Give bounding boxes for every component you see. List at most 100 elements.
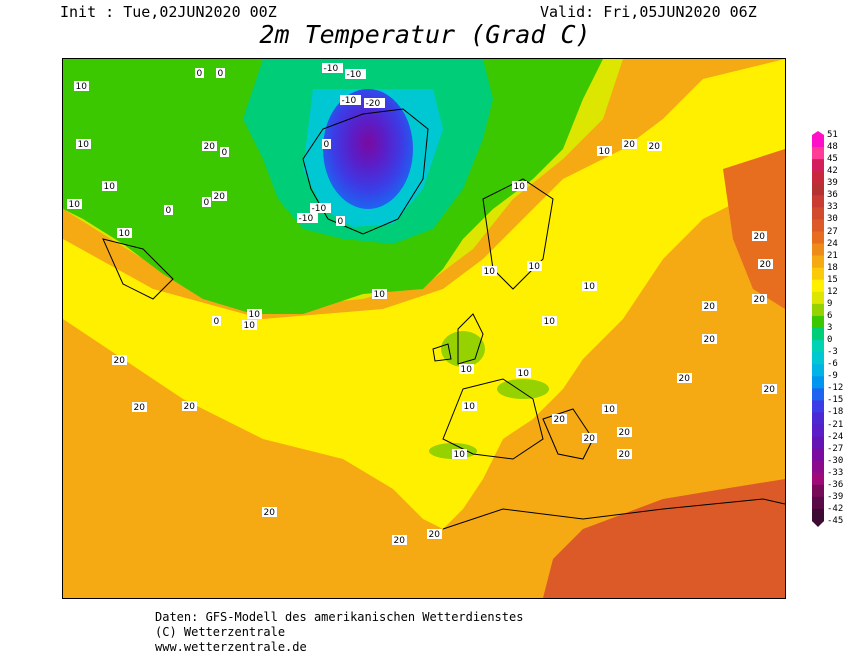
contour-label: 20 xyxy=(214,192,226,202)
contour-label: 0 xyxy=(324,140,330,150)
legend-swatch xyxy=(812,340,824,353)
contour-label-bg xyxy=(617,427,632,437)
contour-label-bg xyxy=(212,191,227,201)
contour-label-bg xyxy=(758,259,773,269)
contour-label-bg xyxy=(202,141,217,151)
legend-tick: -30 xyxy=(827,455,844,466)
contour-label-bg xyxy=(647,141,662,151)
legend-swatch xyxy=(812,472,824,486)
legend-tick: -12 xyxy=(827,383,844,394)
contour-label-bg xyxy=(74,81,89,91)
contour-label: 10 xyxy=(244,321,256,331)
contour-label-bg xyxy=(702,334,717,344)
contour-label: 0 xyxy=(338,217,344,227)
legend-tick: 15 xyxy=(827,274,838,285)
contour-label: 10 xyxy=(518,369,530,379)
legend-tick: 9 xyxy=(827,298,833,309)
legend-swatch xyxy=(812,291,824,305)
contour-label: -10 xyxy=(347,70,362,80)
contour-label-bg xyxy=(242,320,257,330)
legend-swatch xyxy=(812,448,824,462)
contour-label: 20 xyxy=(760,260,772,270)
contour-label: 20 xyxy=(754,295,766,305)
legend-swatch xyxy=(812,328,824,341)
yellow-zone xyxy=(63,59,785,529)
legend-swatch xyxy=(812,279,824,293)
legend-swatch xyxy=(812,508,824,522)
contour-label: -20 xyxy=(366,99,381,109)
legend-swatch xyxy=(812,147,824,160)
legend-tick: 48 xyxy=(827,142,838,153)
contour-label-bg xyxy=(752,294,767,304)
contour-label-bg xyxy=(132,402,147,412)
legend-swatch xyxy=(812,303,824,317)
contour-label-bg xyxy=(677,373,692,383)
legend-tick: 30 xyxy=(827,214,838,225)
contour-label: 0 xyxy=(204,198,210,208)
legend-swatch xyxy=(812,436,824,450)
contour-label: -10 xyxy=(342,96,357,106)
contour-label: 20 xyxy=(624,140,636,150)
contour-label-bg xyxy=(582,433,597,443)
contour-label: 10 xyxy=(604,405,616,415)
contour-label: 20 xyxy=(619,450,631,460)
legend-swatch xyxy=(812,243,824,257)
contour-label-bg xyxy=(336,216,345,226)
contour-label-bg xyxy=(392,535,407,545)
contour-label: -10 xyxy=(324,64,339,74)
legend-swatch xyxy=(812,484,824,498)
legend-tick: 39 xyxy=(827,178,838,189)
contour-label: 0 xyxy=(197,69,203,79)
contour-label-bg xyxy=(322,139,331,149)
contour-label-bg xyxy=(322,63,343,73)
legend-tick: 36 xyxy=(827,190,838,201)
legend-tick: 3 xyxy=(827,323,833,333)
legend-tick: -15 xyxy=(827,395,844,406)
contour-label-bg xyxy=(702,301,717,311)
contour-label: -10 xyxy=(312,204,327,214)
legend-tick: 24 xyxy=(827,238,838,249)
legend-tick: -3 xyxy=(827,347,838,358)
contour-label: 10 xyxy=(514,182,526,192)
legend-swatch xyxy=(812,412,824,425)
contour-label-bg xyxy=(345,69,366,79)
contour-label-bg xyxy=(617,449,632,459)
contour-label: 20 xyxy=(754,232,766,242)
hot-zone-africa xyxy=(543,479,785,598)
contour-label: 10 xyxy=(544,317,556,327)
legend-tick: -39 xyxy=(827,491,844,502)
contour-label: 10 xyxy=(78,140,90,150)
contour-label-bg xyxy=(364,98,385,108)
contour-label: 20 xyxy=(649,142,661,152)
contour-label-bg xyxy=(427,529,442,539)
contour-label-bg xyxy=(212,316,221,326)
legend-tick: 0 xyxy=(827,335,833,346)
contour-label-bg xyxy=(622,139,637,149)
contour-label-bg xyxy=(310,203,331,213)
temperature-legend: 51 48 45 42 39 36 33 30 27 24 21 18 15 12 9 6 3 0 -3 -6 -9 -1… xyxy=(811,130,850,527)
credit-website[interactable]: www.wetterzentrale.de xyxy=(155,640,307,654)
contour-label: 20 xyxy=(134,403,146,413)
legend-max-arrow xyxy=(812,131,824,135)
contour-label: 10 xyxy=(484,267,496,277)
contour-label-bg xyxy=(247,309,262,319)
contour-label-bg xyxy=(202,197,211,207)
contour-label-bg xyxy=(527,261,542,271)
contour-label-bg xyxy=(297,213,318,223)
contour-label-bg xyxy=(452,449,467,459)
legend-swatch xyxy=(812,255,824,269)
legend-tick: -21 xyxy=(827,419,844,430)
legend-swatch xyxy=(812,400,824,413)
legend-tick: 18 xyxy=(827,262,838,273)
contour-label-bg xyxy=(602,404,617,414)
contour-label: 20 xyxy=(429,530,441,540)
contour-label: 0 xyxy=(218,69,224,79)
contour-label-bg xyxy=(542,316,557,326)
contour-label: 10 xyxy=(464,402,476,412)
contour-label: 0 xyxy=(214,317,220,327)
legend-tick: -9 xyxy=(827,371,838,382)
legend-tick: 51 xyxy=(827,130,838,140)
contour-label-bg xyxy=(462,401,477,411)
legend-tick: 45 xyxy=(827,154,838,165)
contour-label: 20 xyxy=(264,508,276,518)
